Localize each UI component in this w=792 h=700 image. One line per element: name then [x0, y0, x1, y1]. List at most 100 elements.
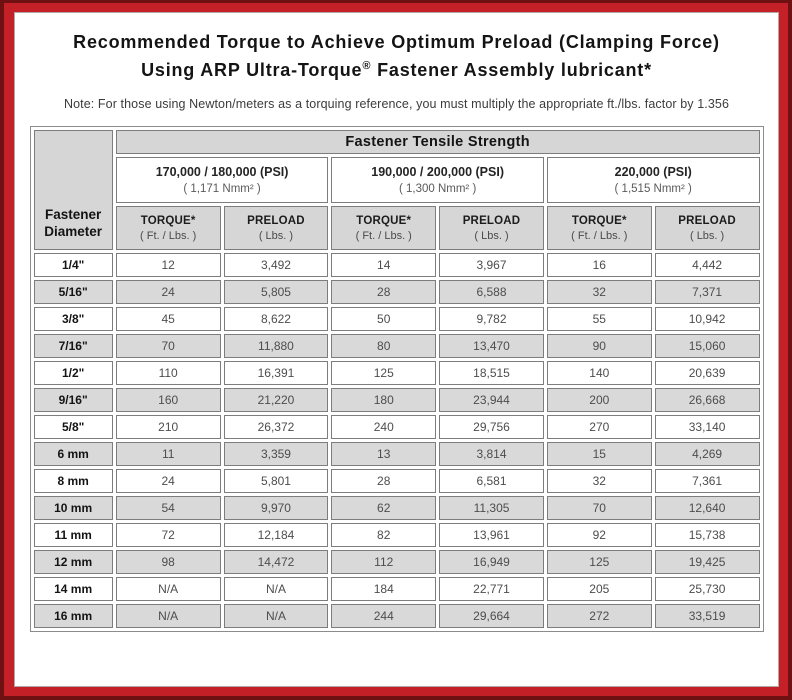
torque-value-cell: 62 — [331, 496, 437, 520]
torque-units: ( Ft. / Lbs. ) — [355, 229, 412, 242]
table-row: 11 mm 72 12,184 82 13,961 92 15,738 — [33, 523, 760, 547]
preload-value-cell: 5,801 — [223, 469, 329, 493]
psi-group-label: 220,000 (PSI) — [614, 165, 692, 179]
torque-value-cell: 125 — [546, 550, 652, 574]
torque-column-header: TORQUE* ( Ft. / Lbs. ) — [331, 206, 437, 250]
preload-units: ( Lbs. ) — [689, 229, 725, 242]
torque-value-cell: 28 — [331, 469, 437, 493]
torque-label: TORQUE* — [571, 214, 627, 227]
preload-value-cell: 11,305 — [439, 496, 544, 520]
table-row: 7/16" 70 11,880 80 13,470 90 15,060 — [33, 334, 760, 358]
preload-value-cell: 3,967 — [439, 253, 544, 277]
table-row: 10 mm 54 9,970 62 11,305 70 12,640 — [33, 496, 760, 520]
torque-value-cell: 180 — [331, 388, 437, 412]
content-panel: Recommended Torque to Achieve Optimum Pr… — [14, 12, 779, 687]
psi-group-label: 170,000 / 180,000 (PSI) — [155, 165, 289, 179]
diameter-cell: 7/16" — [33, 334, 113, 358]
nmm-sub-label: ( 1,515 Nmm² ) — [614, 183, 692, 195]
table-row: 8 mm 24 5,801 28 6,581 32 7,361 — [33, 469, 760, 493]
preload-label: PRELOAD — [462, 214, 521, 227]
fastener-diameter-header-line2: Diameter — [44, 224, 103, 239]
torque-label: TORQUE* — [140, 214, 196, 227]
preload-label: PRELOAD — [247, 214, 305, 227]
diameter-cell: 9/16" — [33, 388, 113, 412]
torque-preload-table: Fastener Diameter Fastener Tensile Stren… — [29, 126, 764, 632]
torque-value-cell: 80 — [331, 334, 437, 358]
diameter-cell: 3/8" — [33, 307, 113, 331]
title-block: Recommended Torque to Achieve Optimum Pr… — [15, 30, 778, 82]
red-border-frame: Recommended Torque to Achieve Optimum Pr… — [4, 3, 788, 696]
registered-trademark-symbol: ® — [362, 60, 372, 72]
diameter-cell: 1/4" — [33, 253, 113, 277]
torque-preload-header-row: TORQUE* ( Ft. / Lbs. ) PRELOAD ( Lbs. ) … — [34, 206, 760, 250]
psi-group-170-180: 170,000 / 180,000 (PSI) ( 1,171 Nmm² ) — [115, 157, 329, 203]
preload-label: PRELOAD — [678, 214, 736, 227]
table-row: 14 mm N/A N/A 184 22,771 205 25,730 — [33, 577, 760, 601]
preload-value-cell: 12,640 — [654, 496, 760, 520]
torque-value-cell: 205 — [546, 577, 652, 601]
fastener-diameter-header: Fastener Diameter — [33, 130, 113, 250]
torque-column-header: TORQUE* ( Ft. / Lbs. ) — [115, 206, 221, 250]
tensile-strength-header: Fastener Tensile Strength — [115, 130, 760, 154]
preload-value-cell: 22,771 — [439, 577, 544, 601]
preload-value-cell: 5,805 — [223, 280, 329, 304]
torque-value-cell: 32 — [546, 280, 652, 304]
torque-value-cell: 32 — [546, 469, 652, 493]
torque-value-cell: 272 — [546, 604, 652, 628]
preload-value-cell: 18,515 — [439, 361, 544, 385]
preload-value-cell: 11,880 — [223, 334, 329, 358]
preload-value-cell: 6,581 — [439, 469, 544, 493]
nmm-sub-label: ( 1,300 Nmm² ) — [398, 183, 477, 195]
torque-value-cell: 15 — [546, 442, 652, 466]
preload-value-cell: 13,470 — [439, 334, 544, 358]
torque-value-cell: 45 — [115, 307, 221, 331]
torque-value-cell: 184 — [331, 577, 437, 601]
preload-value-cell: 15,738 — [654, 523, 760, 547]
diameter-cell: 12 mm — [33, 550, 113, 574]
preload-value-cell: N/A — [223, 604, 329, 628]
torque-value-cell: 98 — [115, 550, 221, 574]
torque-value-cell: 13 — [331, 442, 437, 466]
torque-value-cell: 200 — [546, 388, 652, 412]
table-row: 12 mm 98 14,472 112 16,949 125 19,425 — [33, 550, 760, 574]
torque-value-cell: 70 — [115, 334, 221, 358]
psi-group-header-row: 170,000 / 180,000 (PSI) ( 1,171 Nmm² ) 1… — [34, 157, 760, 203]
diameter-cell: 14 mm — [33, 577, 113, 601]
torque-units: ( Ft. / Lbs. ) — [571, 229, 628, 242]
title-line2-suffix: Fastener Assembly lubricant* — [371, 60, 652, 80]
torque-value-cell: 92 — [546, 523, 652, 547]
diameter-cell: 11 mm — [33, 523, 113, 547]
preload-value-cell: 19,425 — [654, 550, 760, 574]
torque-value-cell: N/A — [115, 577, 221, 601]
preload-value-cell: 21,220 — [223, 388, 329, 412]
diameter-cell: 1/2" — [33, 361, 113, 385]
torque-value-cell: 270 — [546, 415, 652, 439]
nmm-sub-label: ( 1,171 Nmm² ) — [183, 183, 261, 195]
preload-value-cell: 25,730 — [654, 577, 760, 601]
preload-value-cell: 14,472 — [223, 550, 329, 574]
preload-value-cell: 20,639 — [654, 361, 760, 385]
preload-value-cell: 8,622 — [223, 307, 329, 331]
table-body: 1/4" 12 3,492 14 3,967 16 4,442 5/16" 24… — [33, 253, 760, 628]
torque-value-cell: 240 — [331, 415, 437, 439]
torque-value-cell: 12 — [115, 253, 221, 277]
preload-value-cell: 15,060 — [654, 334, 760, 358]
torque-value-cell: 55 — [546, 307, 652, 331]
preload-value-cell: 4,269 — [654, 442, 760, 466]
table-row: 5/16" 24 5,805 28 6,588 32 7,371 — [33, 280, 760, 304]
torque-value-cell: 125 — [331, 361, 437, 385]
torque-value-cell: 82 — [331, 523, 437, 547]
preload-value-cell: 4,442 — [654, 253, 760, 277]
preload-value-cell: 23,944 — [439, 388, 544, 412]
preload-column-header: PRELOAD ( Lbs. ) — [654, 206, 760, 250]
table-row: 5/8" 210 26,372 240 29,756 270 33,140 — [33, 415, 760, 439]
torque-value-cell: 24 — [115, 469, 221, 493]
torque-value-cell: 112 — [331, 550, 437, 574]
preload-value-cell: 3,492 — [223, 253, 329, 277]
torque-value-cell: 11 — [115, 442, 221, 466]
preload-value-cell: 33,140 — [654, 415, 760, 439]
torque-value-cell: 28 — [331, 280, 437, 304]
preload-value-cell: 9,970 — [223, 496, 329, 520]
torque-value-cell: 72 — [115, 523, 221, 547]
torque-value-cell: 110 — [115, 361, 221, 385]
